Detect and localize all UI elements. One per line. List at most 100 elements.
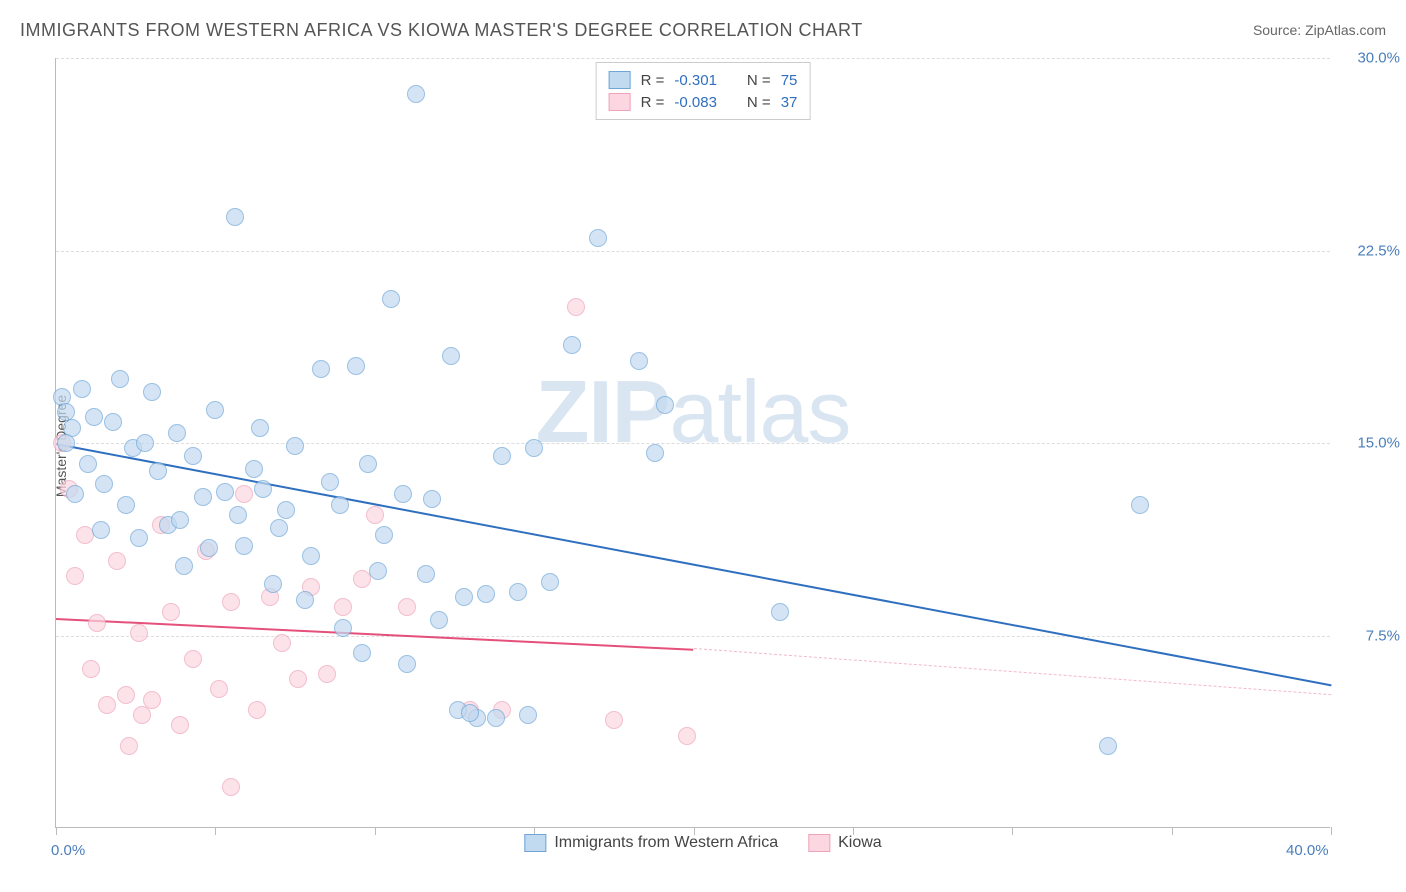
correlation-legend: R = -0.301 N = 75 R = -0.083 N = 37 (596, 62, 811, 120)
data-point-blue (312, 360, 330, 378)
data-point-pink (222, 778, 240, 796)
data-point-pink (184, 650, 202, 668)
x-tick (215, 827, 216, 835)
swatch-blue (524, 834, 546, 852)
data-point-blue (369, 562, 387, 580)
data-point-blue (563, 336, 581, 354)
n-value-pink: 37 (781, 94, 798, 111)
data-point-blue (149, 462, 167, 480)
data-point-blue (630, 352, 648, 370)
data-point-blue (95, 475, 113, 493)
legend-row-blue: R = -0.301 N = 75 (609, 69, 798, 91)
data-point-blue (254, 480, 272, 498)
data-point-blue (382, 290, 400, 308)
x-tick (375, 827, 376, 835)
data-point-blue (79, 455, 97, 473)
data-point-blue (771, 603, 789, 621)
data-point-blue (331, 496, 349, 514)
chart-container: IMMIGRANTS FROM WESTERN AFRICA VS KIOWA … (0, 0, 1406, 892)
data-point-blue (111, 370, 129, 388)
data-point-blue (216, 483, 234, 501)
data-point-pink (398, 598, 416, 616)
data-point-blue (461, 704, 479, 722)
data-point-pink (678, 727, 696, 745)
data-point-pink (210, 680, 228, 698)
data-point-pink (120, 737, 138, 755)
data-point-pink (366, 506, 384, 524)
data-point-blue (589, 229, 607, 247)
series-label-pink: Kiowa (838, 834, 882, 852)
data-point-blue (175, 557, 193, 575)
data-point-blue (321, 473, 339, 491)
data-point-blue (519, 706, 537, 724)
x-tick (1331, 827, 1332, 835)
r-label: R = (641, 72, 665, 89)
data-point-blue (286, 437, 304, 455)
data-point-blue (168, 424, 186, 442)
r-value-blue: -0.301 (674, 72, 717, 89)
data-point-blue (1131, 496, 1149, 514)
source-link[interactable]: ZipAtlas.com (1305, 22, 1386, 38)
gridline (56, 443, 1330, 444)
data-point-blue (334, 619, 352, 637)
watermark-text: ZIPatlas (536, 361, 851, 463)
chart-title: IMMIGRANTS FROM WESTERN AFRICA VS KIOWA … (20, 20, 863, 41)
data-point-pink (334, 598, 352, 616)
data-point-blue (277, 501, 295, 519)
data-point-blue (226, 208, 244, 226)
data-point-blue (171, 511, 189, 529)
data-point-blue (347, 357, 365, 375)
data-point-blue (73, 380, 91, 398)
data-point-pink (222, 593, 240, 611)
data-point-blue (264, 575, 282, 593)
data-point-pink (171, 716, 189, 734)
gridline (56, 251, 1330, 252)
data-point-blue (442, 347, 460, 365)
data-point-blue (104, 413, 122, 431)
data-point-blue (541, 573, 559, 591)
data-point-blue (646, 444, 664, 462)
data-point-blue (130, 529, 148, 547)
data-point-blue (394, 485, 412, 503)
data-point-pink (289, 670, 307, 688)
trend-line (56, 618, 694, 651)
data-point-blue (57, 434, 75, 452)
swatch-pink (609, 93, 631, 111)
data-point-pink (318, 665, 336, 683)
data-point-blue (92, 521, 110, 539)
data-point-blue (251, 419, 269, 437)
data-point-pink (605, 711, 623, 729)
x-tick (1172, 827, 1173, 835)
data-point-blue (398, 655, 416, 673)
series-legend: Immigrants from Western Africa Kiowa (524, 834, 881, 852)
data-point-blue (509, 583, 527, 601)
data-point-pink (143, 691, 161, 709)
data-point-blue (525, 439, 543, 457)
data-point-blue (353, 644, 371, 662)
data-point-blue (423, 490, 441, 508)
x-tick-label: 40.0% (1286, 842, 1329, 859)
data-point-pink (66, 567, 84, 585)
y-tick-label: 22.5% (1340, 242, 1400, 259)
gridline (56, 58, 1330, 59)
data-point-blue (407, 85, 425, 103)
gridline (56, 636, 1330, 637)
x-tick (56, 827, 57, 835)
x-tick (1012, 827, 1013, 835)
swatch-pink (808, 834, 830, 852)
legend-item-pink: Kiowa (808, 834, 882, 852)
y-tick-label: 15.0% (1340, 435, 1400, 452)
data-point-blue (487, 709, 505, 727)
data-point-blue (143, 383, 161, 401)
data-point-blue (184, 447, 202, 465)
data-point-blue (229, 506, 247, 524)
data-point-blue (417, 565, 435, 583)
data-point-pink (162, 603, 180, 621)
data-point-pink (567, 298, 585, 316)
series-label-blue: Immigrants from Western Africa (554, 834, 778, 852)
data-point-pink (82, 660, 100, 678)
source-prefix: Source: (1253, 22, 1305, 38)
n-label: N = (747, 94, 771, 111)
r-value-pink: -0.083 (674, 94, 717, 111)
data-point-blue (1099, 737, 1117, 755)
